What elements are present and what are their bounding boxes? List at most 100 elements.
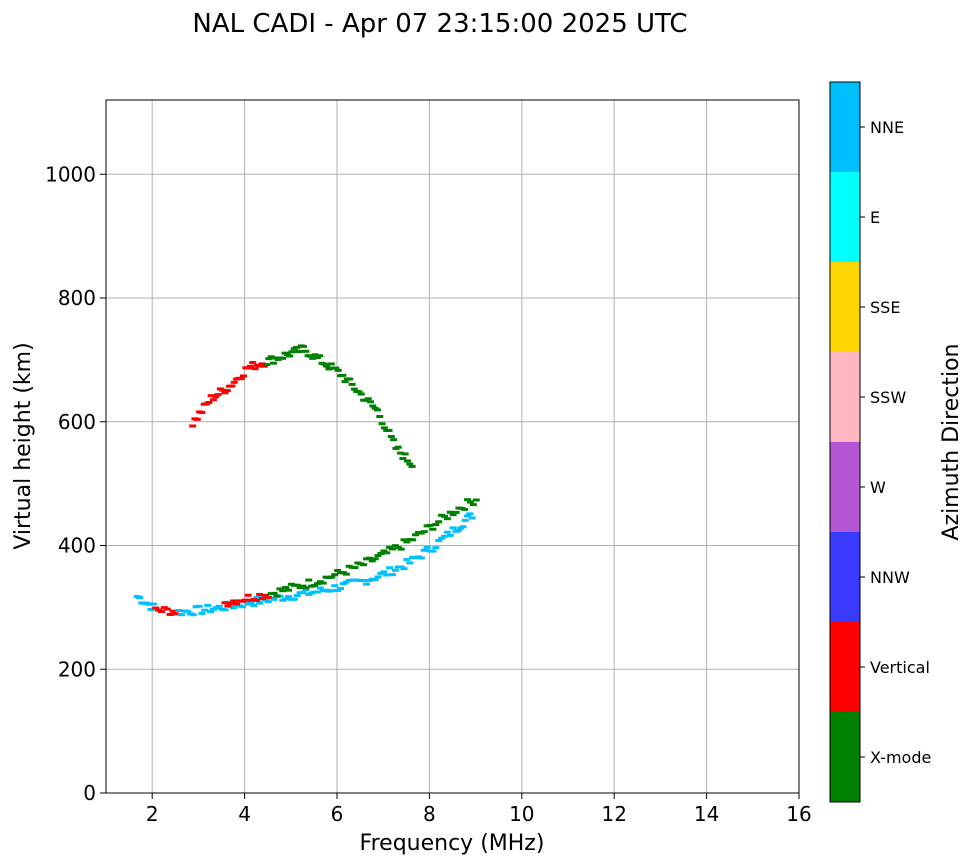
echo-mark [313,356,321,360]
x-tick-label: 8 [423,802,436,826]
echo-mark [466,500,474,504]
echo-mark [237,377,245,381]
echo-mark [296,586,304,590]
colorbar-segment [830,442,860,532]
echo-mark [172,612,180,616]
echo-mark [265,357,273,361]
echo-mark [189,613,197,617]
echo-mark [152,606,160,610]
echo-mark [316,354,324,358]
echo-mark [420,530,428,534]
echo-mark [423,545,431,549]
echo-mark [302,349,310,353]
echo-mark [394,546,402,550]
y-tick-label: 800 [58,286,96,310]
echo-mark [300,344,308,348]
echo-mark [309,356,317,360]
echo-mark [306,354,314,358]
echo-mark [233,602,241,606]
echo-mark [270,361,278,365]
echo-mark [267,355,275,359]
echo-mark [302,586,310,590]
echo-mark [461,507,469,511]
echo-mark [357,392,365,396]
echo-mark [260,364,268,368]
echo-mark [264,600,272,604]
echo-mark [169,609,177,613]
colorbar-segment [830,262,860,352]
echo-mark [204,603,212,607]
echo-mark [224,604,232,608]
echo-mark [388,547,396,551]
echo-mark [319,581,327,585]
echo-mark [189,424,197,428]
echo-mark [311,353,319,357]
x-tick-label: 14 [694,802,719,826]
echo-mark [288,350,296,354]
echo-mark [256,592,264,596]
echo-mark [472,498,480,502]
echo-mark [279,356,287,360]
echo-mark [136,596,144,600]
echo-mark [454,529,462,533]
echo-mark [440,534,448,538]
echo-mark [325,367,333,371]
echo-mark [394,445,402,449]
chart-title: NAL CADI - Apr 07 23:15:00 2025 UTC [192,9,687,39]
echo-mark [313,590,321,594]
echo-mark [215,604,223,608]
echo-mark [334,568,342,572]
echo-mark [250,603,258,607]
echo-mark [334,588,342,592]
echo-mark [400,538,408,542]
echo-mark [253,596,261,600]
echo-mark [147,607,155,611]
echo-mark [241,598,249,602]
y-tick-label: 200 [58,657,96,681]
echo-mark [399,457,407,461]
colorbar-segment [830,82,860,172]
echo-mark [256,364,264,368]
echo-mark [374,554,382,558]
echo-mark [299,584,307,588]
echo-mark [264,595,272,599]
echo-mark [406,561,414,565]
echo-mark [365,556,373,560]
echo-mark [367,400,375,404]
echo-mark [290,597,298,601]
colorbar-tick-label: E [870,208,880,227]
echo-mark [341,380,349,384]
echo-mark [464,514,472,518]
echo-mark [163,607,171,611]
y-tick-label: 1000 [45,162,96,186]
echo-mark [316,586,324,590]
echo-mark [360,563,368,567]
echo-mark [282,597,290,601]
echo-mark [293,583,301,587]
colorbar: X-mode Vertical NNW W SSW SSE E NNE [829,81,931,803]
echo-mark [195,604,203,608]
echo-mark [313,582,321,586]
echo-mark [435,539,443,543]
echo-mark [305,578,313,582]
echo-mark [429,549,437,553]
echo-mark [443,517,451,521]
echo-mark [397,547,405,551]
echo-mark [273,594,281,598]
echo-mark [348,382,356,386]
echo-mark [175,608,183,612]
echo-mark [221,608,229,612]
echo-mark [403,540,411,544]
echo-mark [452,510,460,514]
echo-mark [371,557,379,561]
echo-mark [261,598,269,602]
echo-mark [331,573,339,577]
echo-mark [193,417,201,421]
echo-mark [385,428,393,432]
echo-mark [355,390,363,394]
echo-mark [383,551,391,555]
echo-mark [373,408,381,412]
colorbar-tick-label: NNE [870,118,904,137]
colorbar-tick-label: X-mode [870,748,931,767]
echo-mark [258,362,266,366]
